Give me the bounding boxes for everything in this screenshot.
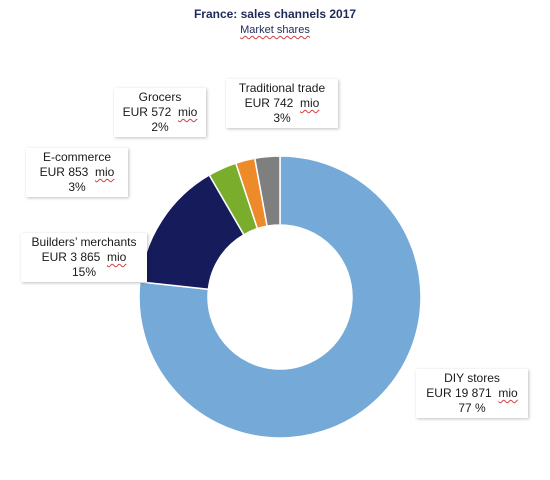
label-builders-merchants-pct: 15% — [71, 265, 97, 279]
label-traditional-trade-name: Traditional trade — [238, 81, 326, 95]
label-diy-stores: DIY stores EUR 19 871 mio 77 % — [416, 369, 528, 418]
label-grocers: Grocers EUR 572 mio 2% — [114, 88, 206, 137]
label-e-commerce-value: EUR 853 mio — [39, 165, 115, 179]
label-grocers-name: Grocers — [138, 90, 182, 104]
label-diy-stores-value: EUR 19 871 mio — [426, 386, 518, 400]
label-diy-stores-name: DIY stores — [444, 371, 500, 385]
label-traditional-trade-value: EUR 742 mio — [244, 96, 320, 110]
label-e-commerce-pct: 3% — [68, 180, 86, 194]
label-diy-stores-pct: 77 % — [458, 401, 486, 415]
slice-traditional-trade — [253, 155, 281, 228]
chart-subtitle: Market shares — [240, 24, 310, 36]
label-e-commerce-name: E-commerce — [42, 150, 111, 164]
label-traditional-trade: Traditional trade EUR 742 mio 3% — [226, 79, 338, 128]
slice-diy-stores — [138, 155, 422, 439]
label-traditional-trade-pct: 3% — [273, 111, 291, 125]
label-builders-merchants-name: Builders’ merchants — [31, 235, 137, 249]
label-builders-merchants-value: EUR 3 865 mio — [41, 250, 127, 264]
label-grocers-value: EUR 572 mio — [122, 105, 198, 119]
chart-title: France: sales channels 2017 — [193, 7, 357, 21]
label-e-commerce: E-commerce EUR 853 mio 3% — [26, 148, 128, 197]
label-builders-merchants: Builders’ merchants EUR 3 865 mio 15% — [21, 233, 147, 282]
label-grocers-pct: 2% — [151, 120, 169, 134]
